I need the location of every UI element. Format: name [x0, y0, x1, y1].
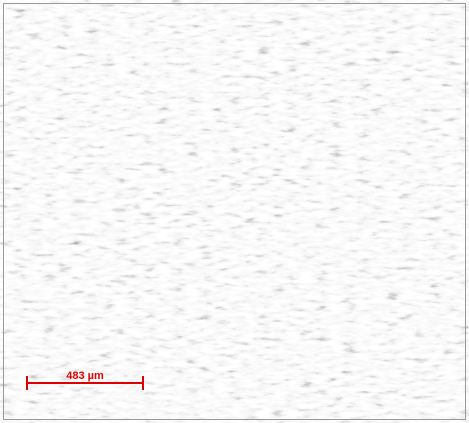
texture — [3, 3, 466, 420]
scale-label: 483 µm — [66, 370, 104, 382]
page: 483 µm (() => { const data = JSON.parse(… — [0, 0, 469, 423]
micrograph: 483 µm — [0, 0, 469, 423]
